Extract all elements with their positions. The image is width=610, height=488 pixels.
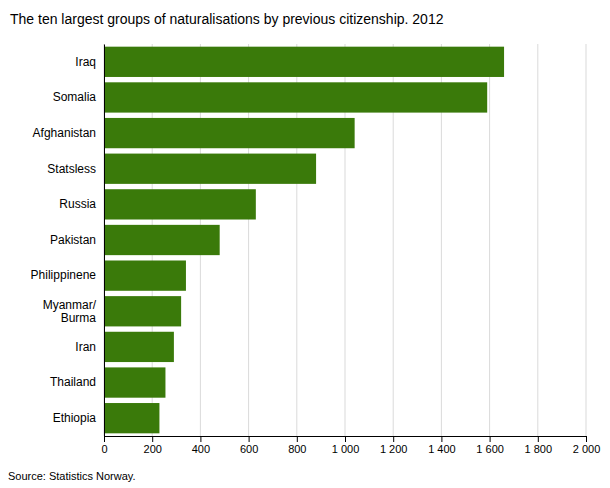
grid-line <box>537 44 538 436</box>
y-tick-label: Myanmar/Burma <box>43 298 97 325</box>
y-tick-label-line: Thailand <box>50 375 96 389</box>
bar <box>104 82 487 112</box>
x-tick-mark <box>152 436 153 442</box>
y-tick-label: Afghanistan <box>33 126 96 140</box>
y-tick: Thailand <box>50 375 96 389</box>
x-tick-mark <box>200 436 201 442</box>
x-tick-label: 2 000 <box>573 443 601 455</box>
y-tick: Myanmar/Burma <box>43 298 97 325</box>
y-tick-label: Russia <box>59 197 96 211</box>
x-axis: 0 200 400 600 800 1 000 1 200 1 400 1 600 1 800 2 … <box>101 436 600 455</box>
grid-line <box>489 44 490 436</box>
y-tick-label: Philippinene <box>31 268 97 282</box>
x-tick-mark <box>249 436 250 442</box>
x-tick-label: 1 200 <box>380 443 408 455</box>
y-tick-label: Ethiopia <box>53 411 97 425</box>
x-tick-mark <box>490 436 491 442</box>
bar <box>104 47 504 77</box>
title: The ten largest groups of naturalisation… <box>10 11 444 27</box>
x-tick-mark <box>586 436 587 442</box>
x-tick-label: 1 800 <box>525 443 553 455</box>
y-tick: Ethiopia <box>53 411 97 425</box>
y-tick: Somalia <box>53 90 97 104</box>
bar <box>104 296 181 326</box>
x-tick-label: 1 400 <box>428 443 456 455</box>
x-tick: 1 400 <box>428 436 456 455</box>
y-tick-label-line: Ethiopia <box>53 411 97 425</box>
x-tick-mark <box>538 436 539 442</box>
y-tick: Statsless <box>47 162 96 176</box>
x-tick: 400 <box>192 436 210 455</box>
x-tick-label: 400 <box>192 443 210 455</box>
x-tick: 1 600 <box>476 436 504 455</box>
y-tick-label: Somalia <box>53 90 97 104</box>
bar <box>104 367 165 397</box>
x-tick-label: 200 <box>144 443 162 455</box>
x-tick: 600 <box>240 436 258 455</box>
bar <box>104 189 256 219</box>
bar <box>104 332 174 362</box>
y-tick-label-line: Iran <box>75 340 96 354</box>
x-tick: 1 000 <box>332 436 360 455</box>
x-tick: 1 800 <box>525 436 553 455</box>
x-tick-label: 600 <box>240 443 258 455</box>
bars <box>104 47 504 434</box>
bar <box>104 154 316 184</box>
grid <box>104 44 586 436</box>
x-tick: 200 <box>144 436 162 455</box>
y-tick-label: Pakistan <box>50 233 96 247</box>
x-tick: 0 <box>101 436 107 455</box>
y-tick: Philippinene <box>31 268 97 282</box>
grid-line <box>104 44 105 436</box>
y-tick-label-line: Afghanistan <box>33 126 96 140</box>
x-tick-mark <box>441 436 442 442</box>
x-tick-label: 1 600 <box>476 443 504 455</box>
x-tick-mark <box>104 436 105 442</box>
bar <box>104 403 159 433</box>
bar <box>104 260 186 290</box>
plot-area: 0 200 400 600 800 1 000 1 200 1 400 1 600 1 800 2 … <box>31 44 601 455</box>
y-tick: Iran <box>75 340 96 354</box>
y-tick-label-line: Myanmar/ <box>43 298 97 312</box>
y-tick: Pakistan <box>50 233 96 247</box>
x-tick: 1 200 <box>380 436 408 455</box>
bar <box>104 118 355 148</box>
x-tick-label: 800 <box>288 443 306 455</box>
y-tick: Afghanistan <box>33 126 96 140</box>
x-tick-label: 0 <box>101 443 107 455</box>
y-tick: Iraq <box>75 55 96 69</box>
source-note: Source: Statistics Norway. <box>8 470 136 482</box>
y-tick-label-line: Burma <box>61 311 97 325</box>
y-tick-label-line: Statsless <box>47 162 96 176</box>
x-tick-mark <box>393 436 394 442</box>
chart-svg: 0 200 400 600 800 1 000 1 200 1 400 1 600 1 800 2 … <box>0 0 610 488</box>
y-tick-label: Iran <box>75 340 96 354</box>
x-axis-line <box>105 437 587 443</box>
x-tick-mark <box>297 436 298 442</box>
y-axis-line <box>104 45 105 437</box>
y-tick-label-line: Iraq <box>75 55 96 69</box>
x-tick: 2 000 <box>573 436 601 455</box>
y-tick: Russia <box>59 197 96 211</box>
y-tick-label: Statsless <box>47 162 96 176</box>
grid-line <box>586 44 587 436</box>
y-tick-label-line: Pakistan <box>50 233 96 247</box>
chart-container: 0 200 400 600 800 1 000 1 200 1 400 1 600 1 800 2 … <box>0 0 610 488</box>
y-tick-label-line: Somalia <box>53 90 97 104</box>
x-tick-label: 1 000 <box>332 443 360 455</box>
x-tick-mark <box>345 436 346 442</box>
y-tick-label: Iraq <box>75 55 96 69</box>
y-tick-label-line: Russia <box>59 197 96 211</box>
y-tick-label: Thailand <box>50 375 96 389</box>
x-tick: 800 <box>288 436 306 455</box>
bar <box>104 225 220 255</box>
y-tick-label-line: Philippinene <box>31 268 97 282</box>
y-axis: Iraq Somalia Afghanistan Statsless Russia Pak… <box>31 45 105 437</box>
